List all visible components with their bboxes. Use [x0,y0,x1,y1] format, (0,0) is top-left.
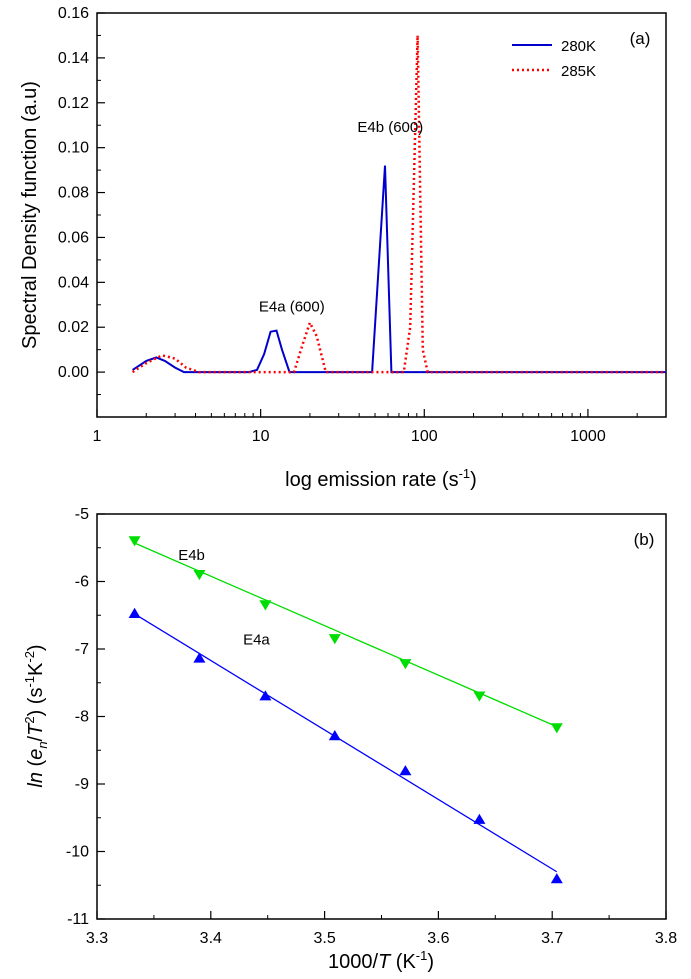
panel-a-y-tick-label: 0.14 [58,50,89,67]
panel-a: 0.00 0.02 0.04 0.06 0.08 0.10 0.12 0.14 0.16 1 10 1… [19,5,667,491]
data-point-e4a [399,765,412,776]
panel-b-series-labels: E4b E4a [178,547,270,648]
panel-b-y-tick-label: -9 [75,776,89,793]
panel-a-y-tick-label: 0.12 [58,95,89,112]
panel-a-annotations: E4a (600) E4b (600) [259,119,423,316]
panel-b-ylabel-sup2: 2 [22,716,37,723]
panel-a-ticks: 0.00 0.02 0.04 0.06 0.08 0.10 0.12 0.14 0.16 1 10 1… [58,5,667,445]
peak-annotation: E4a (600) [259,299,325,316]
panel-b-ylabel-sup-K: -2 [22,651,37,663]
panel-b-ylabel-K: K [25,662,47,676]
panel-b-y-tick-label: -8 [75,709,89,726]
panel-b-x-tick-label: 3.8 [655,930,677,947]
panel-a-legend: 280K 285K [512,38,596,80]
panel-b-ylabel-e: e [25,749,47,760]
panel-a-plot-area: 0.00 0.02 0.04 0.06 0.08 0.10 0.12 0.14 0.16 1 10 1… [58,5,667,445]
data-point-e4a [193,652,206,663]
data-point-e4b [399,659,412,670]
panel-a-xlabel-end: ) [470,469,477,491]
panel-b-y-tick-label: -6 [75,574,89,591]
panel-b-label: (b) [634,530,655,549]
panel-b-y-tick-label: -5 [75,506,89,523]
panel-b: -11-10-9-8-7-6-53.3 3.4 3.5 3.6 3.7 3.8 E4bE4… [22,506,677,973]
panel-a-xlabel-main: log emission rate (s [285,469,458,491]
panel-b-ticks: -11 -10 -9 -8 -7 -6 -5 3.3 3.4 3.5 3.6 3.7 3.8 [66,506,677,947]
panel-b-ylabel-units: ) (s [25,688,47,717]
panel-a-y-tick-label: 0.00 [58,364,89,381]
panel-a-y-tick-label: 0.02 [58,319,89,336]
panel-b-xlabel-close: ) [427,951,434,973]
data-point-e4b [259,600,272,611]
panel-b-series [128,536,563,884]
panel-b-ylabel-sub-n: n [35,741,50,748]
panel-b-y-tick-label: -11 [67,911,89,928]
data-point-e4a [128,607,141,618]
panel-a-y-tick-label: 0.10 [58,140,89,157]
panel-a-xlabel-sup: -1 [459,466,471,481]
panel-b-plot-area: -11-10-9-8-7-6-53.3 3.4 3.5 3.6 3.7 3.8 E4bE4… [66,506,677,947]
panel-b-xlabel-unit: (K [390,951,416,973]
panel-a-x-tick-label: 1000 [570,428,606,445]
panel-b-y-tick-label: -7 [75,641,89,658]
series-label-e4b: E4b [178,547,205,564]
panel-a-series [131,35,666,374]
legend-label-280k: 280K [561,38,596,55]
panel-a-x-tick-label: 10 [252,428,270,445]
panel-b-x-axis-label: 1000/T (K-1) [328,948,434,973]
data-point-e4b [128,536,141,547]
panel-b-ylabel-T: T [25,722,47,736]
panel-b-x-tick-label: 3.7 [541,930,563,947]
legend-label-285k: 285K [561,63,596,80]
panel-b-ylabel-ln: ln [25,772,47,788]
peak-annotation: E4b (600) [357,119,423,136]
panel-a-y-axis-label: Spectral Density function (a.u) [19,81,41,349]
panel-a-y-tick-label: 0.06 [58,229,89,246]
series-line-285k [131,35,666,374]
panel-b-ylabel-end: ) [25,644,47,651]
panel-b-x-tick-label: 3.5 [313,930,335,947]
panel-b-xlabel-T: T [378,951,392,973]
panel-b-ylabel-slash: / [25,735,47,741]
panel-b-x-tick-label: 3.6 [427,930,449,947]
series-label-e4a: E4a [243,631,270,648]
panel-a-x-tick-label: 100 [411,428,438,445]
panel-b-xlabel-main: 1000/ [328,951,378,973]
panel-a-y-tick-label: 0.08 [58,185,89,202]
panel-a-y-tick-label: 0.16 [58,5,89,22]
fit-line-e4a [134,613,558,873]
panel-b-x-tick-label: 3.4 [200,930,222,947]
data-point-e4a [550,873,563,884]
data-point-e4a [473,813,486,824]
panel-b-ylabel-sup-s: -1 [22,676,37,688]
panel-b-ylabel-paren: ( [25,759,47,772]
data-point-e4b [550,723,563,734]
data-point-e4b [473,691,486,702]
data-point-e4b [328,634,341,645]
panel-a-x-axis-label: log emission rate (s-1) [285,466,477,491]
series-line-280k [132,165,666,374]
panel-b-x-tick-label: 3.3 [86,930,108,947]
data-point-e4a [328,730,341,741]
panel-b-y-tick-label: -10 [66,844,89,861]
panel-a-x-tick-label: 1 [93,428,102,445]
fit-line-e4b [134,542,558,728]
data-point-e4a [259,690,272,701]
data-point-e4b [193,570,206,581]
panel-b-y-axis-label: ln (en/T2) (s-1K-2) [22,644,50,787]
panel-b-xlabel-sup: -1 [416,948,428,963]
panel-a-label: (a) [630,29,651,48]
panel-b-frame [96,513,667,920]
panel-a-y-tick-label: 0.04 [58,274,89,291]
